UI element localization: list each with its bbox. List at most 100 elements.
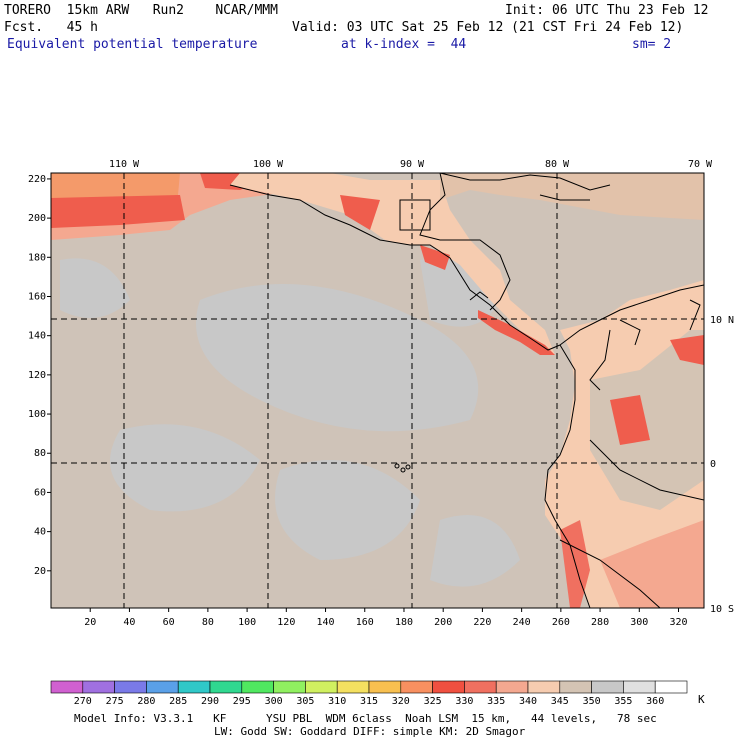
top-lon-labels: 110 W 100 W 90 W 80 W 70 W [109,159,713,170]
colorbar-label: 285 [169,696,187,707]
y-tick-label: 60 [34,487,46,498]
colorbar-label: 330 [455,696,473,707]
hot-band [51,195,185,228]
smoothing: sm= 2 [632,37,672,52]
field-layer [51,173,704,608]
k-index: at k-index = 44 [341,37,467,52]
colorbar-label: 320 [392,696,410,707]
coastlines [229,173,704,608]
land-north [440,173,704,220]
physics-info: LW: Godd SW: Goddard DIFF: simple KM: 2D… [214,725,526,738]
colorbar-label: 360 [646,696,664,707]
colorbar-label: 270 [74,696,92,707]
lon-label: 110 W [109,159,140,170]
colorbar-label: 300 [265,696,283,707]
colorbar-swatch [400,680,433,694]
x-tick-label: 20 [84,617,96,628]
lat-label: 10 N [710,315,734,326]
lon-label: 80 W [545,159,570,170]
land-central-america [230,173,555,355]
colorbar-label: 345 [551,696,569,707]
y-tick-label: 80 [34,448,46,459]
y-tick-label: 20 [34,566,46,577]
y-axis: 220 200 180 160 140 120 100 80 60 40 20 [28,174,51,577]
lon-label: 90 W [400,159,425,170]
x-axis: 20 40 60 80 100 120 140 160 180 200 220 240 260 280 30… [84,608,688,628]
lat-label: 0 [710,459,716,470]
colorbar-swatch [368,680,402,694]
colorbar-swatch [273,680,306,694]
hot-spot-venezuela [670,335,704,365]
lat-label: 10 S [710,604,734,615]
x-tick-label: 200 [434,617,452,628]
x-tick-label: 260 [552,617,570,628]
gray-patch [60,258,130,318]
colorbar-swatch [241,680,274,694]
title-model-run: TORERO 15km ARW Run2 NCAR/MMM [4,3,278,18]
colorbar-label: 325 [424,696,442,707]
y-tick-label: 220 [28,174,46,185]
init-time: Init: 06 UTC Thu 23 Feb 12 [505,3,709,18]
colorbar-swatch [432,680,465,694]
y-tick-label: 40 [34,527,46,538]
x-tick-label: 320 [669,617,687,628]
hot-spot-colombia [610,395,650,445]
colorbar-swatch [623,680,656,694]
colorbar-label: 355 [614,696,632,707]
graticule [51,173,704,608]
colorbar-label: 340 [519,696,537,707]
colorbar-label: 350 [583,696,601,707]
gray-patch [275,460,420,560]
colorbar-swatch [50,680,84,694]
colorbar-swatch [114,680,147,694]
x-tick-label: 140 [317,617,335,628]
hot-spot-costa-rica [478,310,555,355]
x-tick-label: 80 [202,617,214,628]
model-info: Model Info: V3.3.1 KF YSU PBL WDM 6class… [74,712,657,725]
x-tick-label: 60 [163,617,175,628]
colorbar-swatch [82,680,115,694]
colorbar-swatch [209,680,243,694]
hot-spot [420,245,450,270]
lon-label: 70 W [688,159,713,170]
hot-spot-guatemala [340,195,380,230]
y-tick-label: 180 [28,252,46,263]
x-tick-label: 100 [238,617,256,628]
colorbar-swatch [527,680,561,694]
x-tick-label: 40 [123,617,135,628]
x-tick-label: 300 [630,617,648,628]
colorbar-swatch [146,680,179,694]
colorbar-label: 295 [233,696,251,707]
colorbar-swatch [559,680,592,694]
colorbar-swatch [305,680,338,694]
forecast-hour: Fcst. 45 h [4,20,98,35]
x-tick-label: 120 [277,617,295,628]
x-tick-label: 240 [513,617,531,628]
gray-patch [110,424,260,512]
land-gray-region [590,330,704,510]
colorbar-label: 310 [328,696,346,707]
lon-label: 100 W [253,159,284,170]
colorbar-label: 305 [296,696,314,707]
colorbar-label: 290 [201,696,219,707]
y-tick-label: 140 [28,331,46,342]
x-tick-label: 280 [591,617,609,628]
y-tick-label: 120 [28,370,46,381]
colorbar-swatch [654,680,688,694]
warm-spot-peru [600,520,704,608]
y-tick-label: 160 [28,291,46,302]
colorbar-label: 280 [137,696,155,707]
hot-band-top [51,173,180,198]
field-name: Equivalent potential temperature [7,37,258,52]
colorbar: 270 275 280 285 290 295 300 305 310 315 320 325 330 3… [50,680,688,707]
valid-time: Valid: 03 UTC Sat 25 Feb 12 (21 CST Fri … [292,20,684,35]
gray-patch [196,284,479,432]
colorbar-swatch [495,680,529,694]
colorbar-label: 275 [106,696,124,707]
colorbar-swatch [336,680,370,694]
right-lat-labels: 10 N 0 10 S [710,315,734,615]
plot-frame [50,172,705,609]
gray-patch [430,515,520,587]
colorbar-swatch [591,680,624,694]
